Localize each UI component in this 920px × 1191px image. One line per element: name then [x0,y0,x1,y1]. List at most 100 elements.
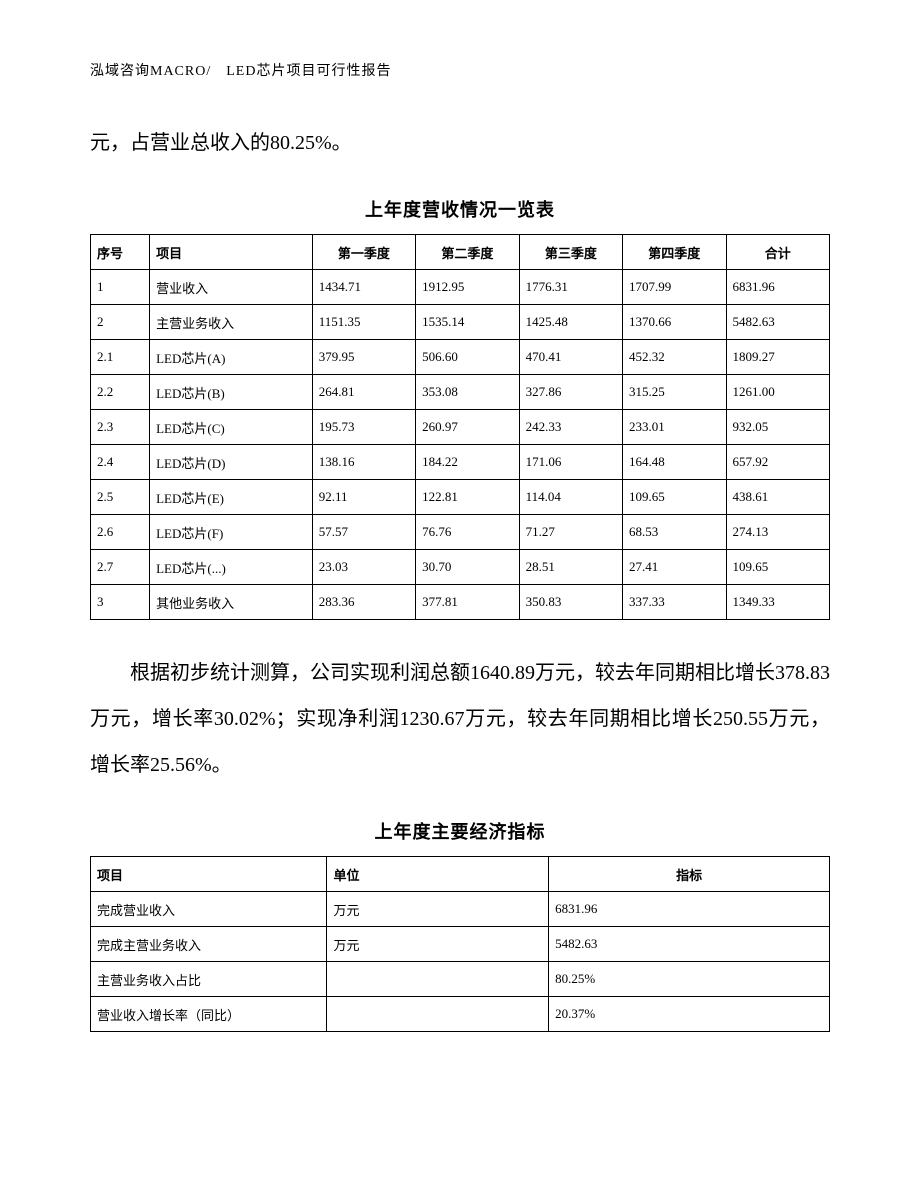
table-cell: 57.57 [312,515,415,550]
table-cell: 452.32 [623,340,726,375]
table-cell: 5482.63 [726,305,830,340]
table-cell: 122.81 [416,480,519,515]
table-cell: 114.04 [519,480,622,515]
table-cell: LED芯片(A) [150,340,313,375]
table-cell: 1370.66 [623,305,726,340]
table-cell: LED芯片(F) [150,515,313,550]
table-cell: 92.11 [312,480,415,515]
table-cell: 2.7 [91,550,150,585]
col-total: 合计 [726,235,830,270]
table-cell: 71.27 [519,515,622,550]
table-header-row: 序号 项目 第一季度 第二季度 第三季度 第四季度 合计 [91,235,830,270]
col-q2: 第二季度 [416,235,519,270]
col-q3: 第三季度 [519,235,622,270]
table-cell: 主营业务收入占比 [91,962,327,997]
table-cell: 23.03 [312,550,415,585]
table-cell: 1776.31 [519,270,622,305]
table-cell: 315.25 [623,375,726,410]
table-cell: 80.25% [549,962,830,997]
table-cell: 2.6 [91,515,150,550]
table-cell: 1535.14 [416,305,519,340]
table-cell: 68.53 [623,515,726,550]
table-cell [327,962,549,997]
table-cell: 138.16 [312,445,415,480]
col-project: 项目 [91,857,327,892]
table-cell: 327.86 [519,375,622,410]
table-cell: 377.81 [416,585,519,620]
table-cell: 470.41 [519,340,622,375]
table-cell: 主营业务收入 [150,305,313,340]
table-row: 2.1LED芯片(A)379.95506.60470.41452.321809.… [91,340,830,375]
col-seq: 序号 [91,235,150,270]
table-cell: 1809.27 [726,340,830,375]
table-cell: 350.83 [519,585,622,620]
paragraph-2: 根据初步统计测算，公司实现利润总额1640.89万元，较去年同期相比增长378.… [90,650,830,788]
table-cell: 2.2 [91,375,150,410]
table-cell: 营业收入增长率（同比） [91,997,327,1032]
table1-title: 上年度营收情况一览表 [90,196,830,222]
table-cell [327,997,549,1032]
table-cell: 1 [91,270,150,305]
table-row: 完成营业收入万元6831.96 [91,892,830,927]
table-cell: LED芯片(E) [150,480,313,515]
table-cell: LED芯片(...) [150,550,313,585]
table-row: 2.6LED芯片(F)57.5776.7671.2768.53274.13 [91,515,830,550]
table-cell: 260.97 [416,410,519,445]
table-cell: 6831.96 [549,892,830,927]
table-row: 1营业收入1434.711912.951776.311707.996831.96 [91,270,830,305]
table-cell: 233.01 [623,410,726,445]
table-cell: 30.70 [416,550,519,585]
table-row: 2.2LED芯片(B)264.81353.08327.86315.251261.… [91,375,830,410]
table-cell: 2 [91,305,150,340]
table-cell: 1912.95 [416,270,519,305]
table-cell: 337.33 [623,585,726,620]
table-cell: 2.4 [91,445,150,480]
table-cell: 379.95 [312,340,415,375]
revenue-table: 序号 项目 第一季度 第二季度 第三季度 第四季度 合计 1营业收入1434.7… [90,234,830,620]
table-cell: 其他业务收入 [150,585,313,620]
table-cell: 109.65 [726,550,830,585]
table-cell: 274.13 [726,515,830,550]
table-cell: 3 [91,585,150,620]
table-cell: 1151.35 [312,305,415,340]
table-cell: 1434.71 [312,270,415,305]
table-cell: 2.5 [91,480,150,515]
table-cell: 76.76 [416,515,519,550]
table-cell: LED芯片(D) [150,445,313,480]
table-cell: 184.22 [416,445,519,480]
table-cell: 20.37% [549,997,830,1032]
table-cell: 932.05 [726,410,830,445]
col-item: 项目 [150,235,313,270]
table-row: 2.3LED芯片(C)195.73260.97242.33233.01932.0… [91,410,830,445]
table-cell: 283.36 [312,585,415,620]
table-cell: 1261.00 [726,375,830,410]
table-cell: 万元 [327,892,549,927]
table-row: 2.4LED芯片(D)138.16184.22171.06164.48657.9… [91,445,830,480]
table-row: 主营业务收入占比 80.25% [91,962,830,997]
table-cell: 2.3 [91,410,150,445]
table-cell: 353.08 [416,375,519,410]
table-row: 2主营业务收入1151.351535.141425.481370.665482.… [91,305,830,340]
table-cell: 242.33 [519,410,622,445]
table-cell: 5482.63 [549,927,830,962]
table-cell: 438.61 [726,480,830,515]
table-cell: 657.92 [726,445,830,480]
table1-body: 1营业收入1434.711912.951776.311707.996831.96… [91,270,830,620]
col-indicator: 指标 [549,857,830,892]
table-cell: 营业收入 [150,270,313,305]
table-row: 营业收入增长率（同比） 20.37% [91,997,830,1032]
table-cell: 27.41 [623,550,726,585]
table-cell: 6831.96 [726,270,830,305]
table-cell: 完成主营业务收入 [91,927,327,962]
col-unit: 单位 [327,857,549,892]
table-cell: 109.65 [623,480,726,515]
table-row: 3其他业务收入283.36377.81350.83337.331349.33 [91,585,830,620]
table-cell: 完成营业收入 [91,892,327,927]
col-q4: 第四季度 [623,235,726,270]
table-cell: 万元 [327,927,549,962]
table-cell: LED芯片(B) [150,375,313,410]
table-cell: 1349.33 [726,585,830,620]
table-cell: LED芯片(C) [150,410,313,445]
table-cell: 264.81 [312,375,415,410]
table-cell: 164.48 [623,445,726,480]
